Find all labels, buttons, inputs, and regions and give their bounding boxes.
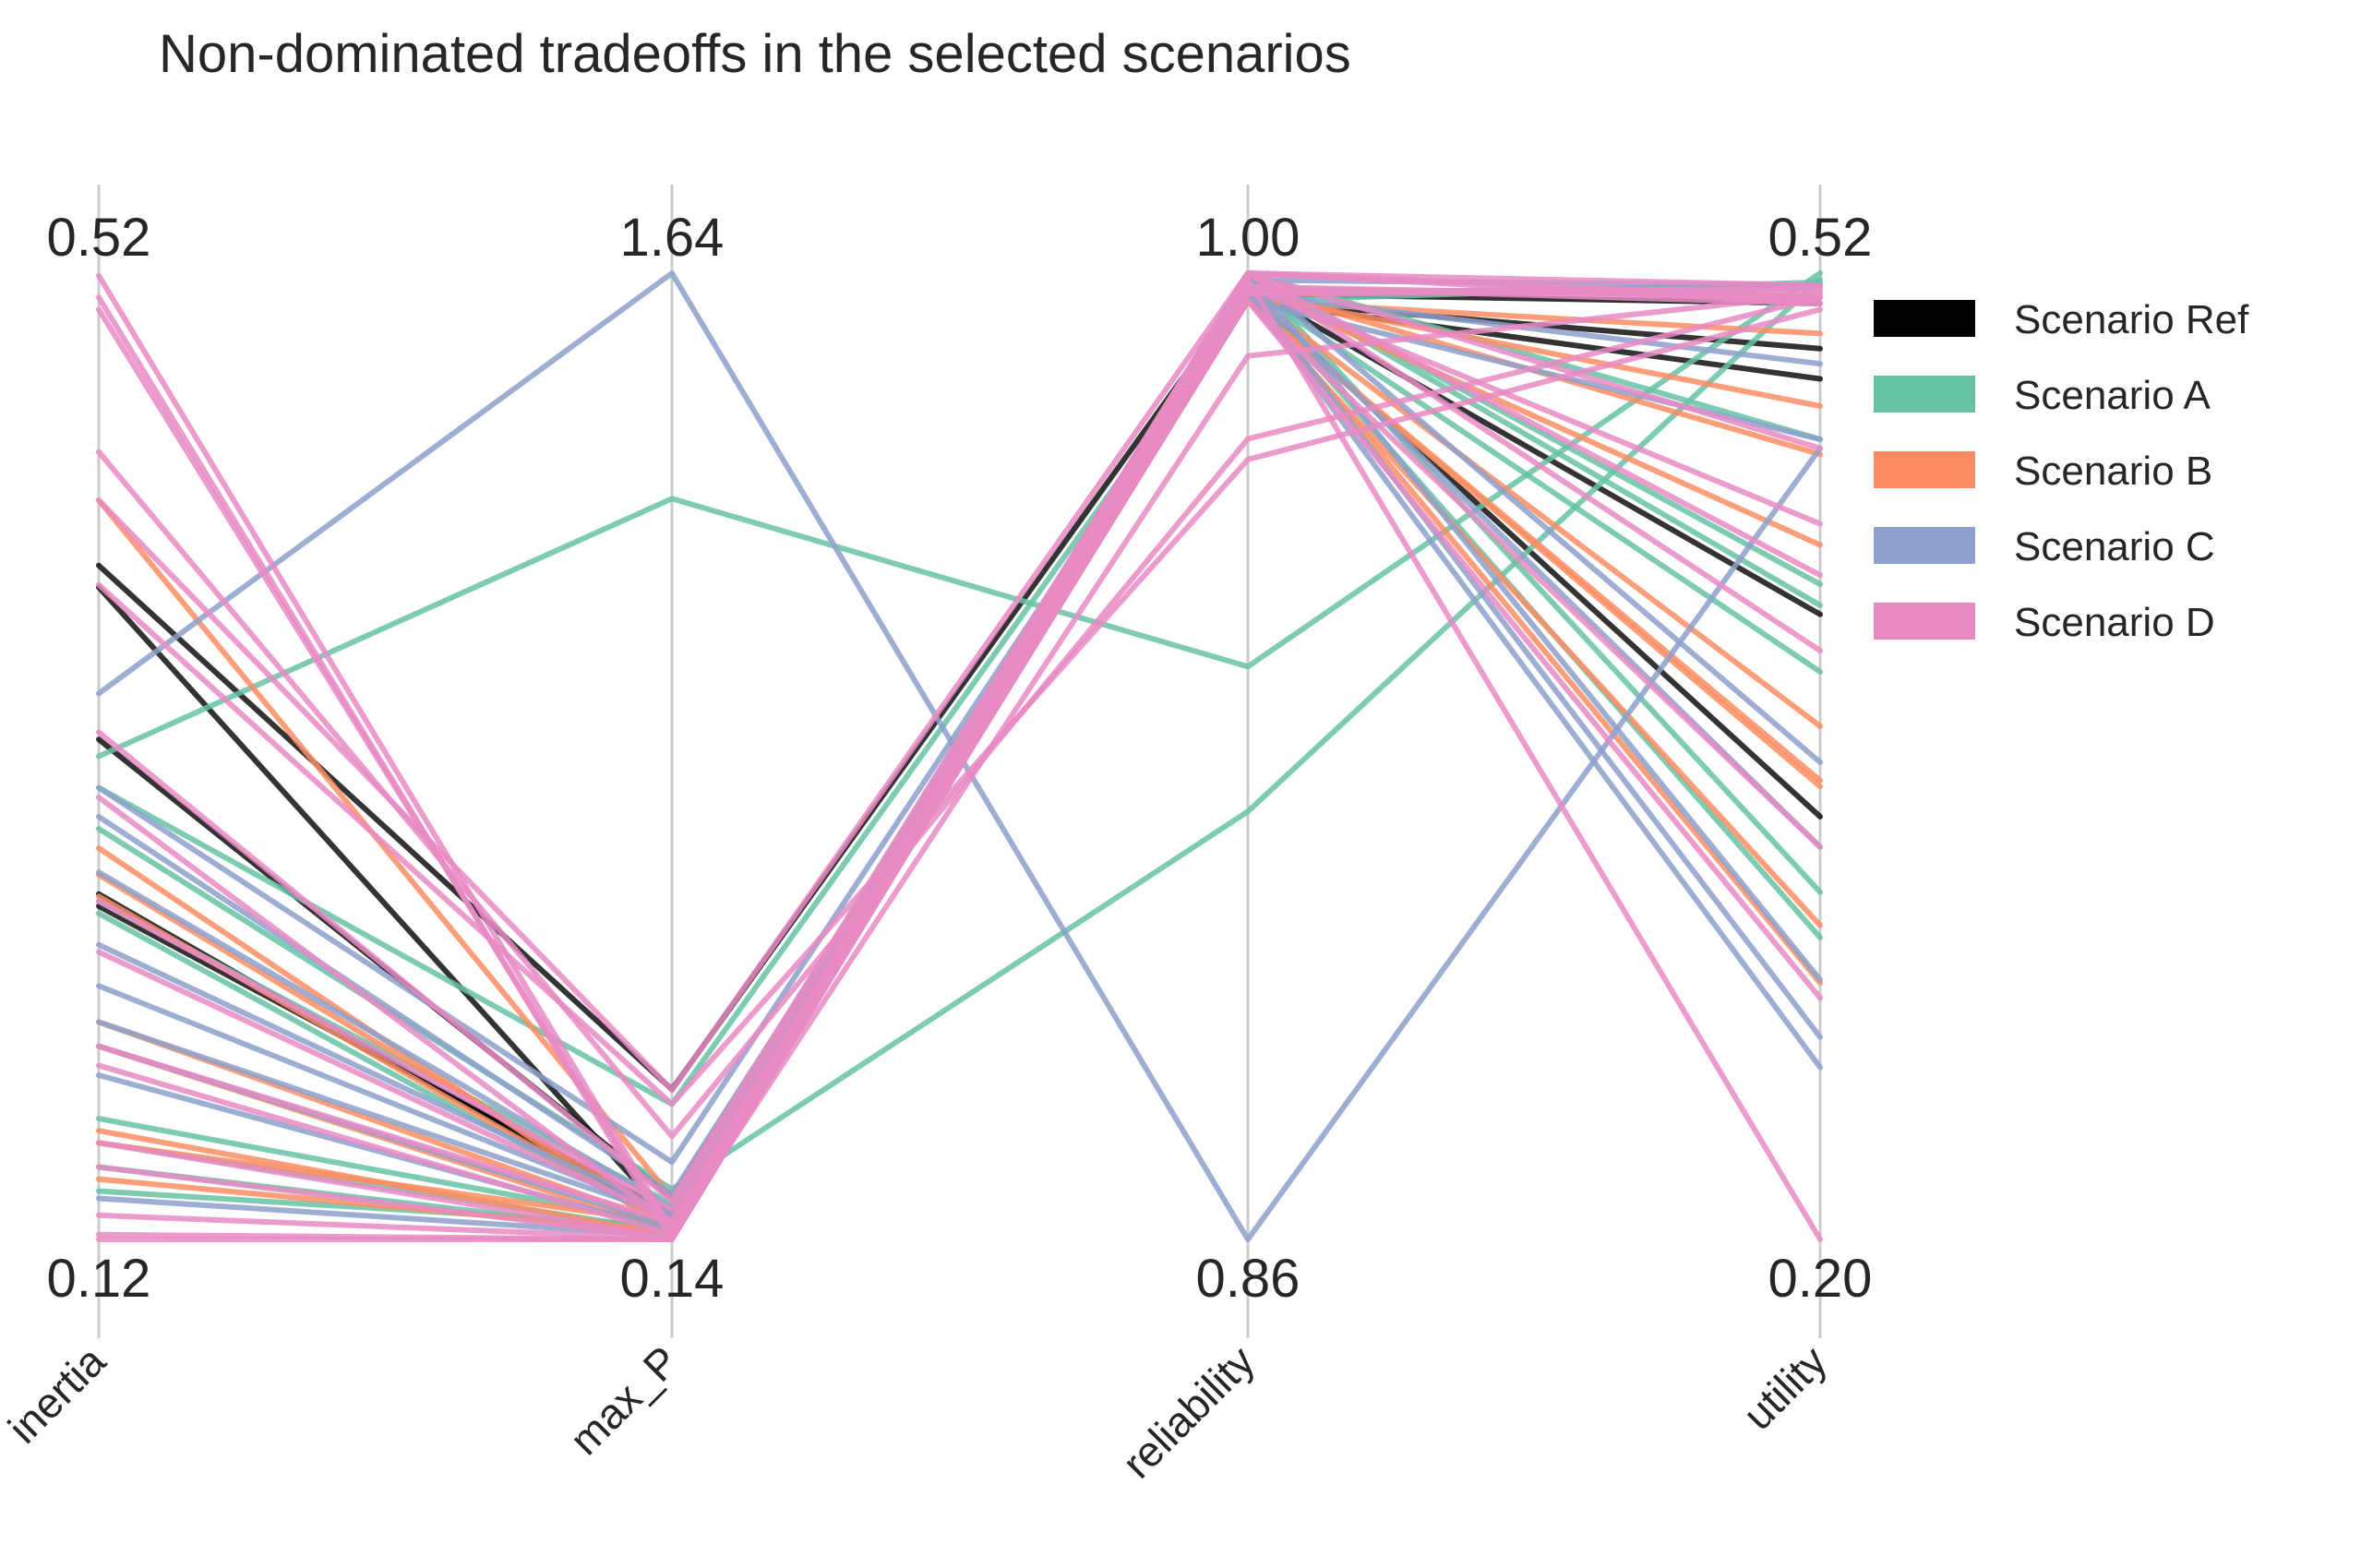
legend-swatch — [1874, 603, 1975, 640]
legend-label: Scenario D — [2014, 600, 2215, 645]
series-lines-layer — [96, 270, 1823, 1242]
legend-label: Scenario A — [2014, 373, 2211, 418]
axis-max-label: 1.64 — [620, 208, 725, 268]
axis-name-label: utility — [1733, 1336, 1836, 1439]
series-line — [96, 288, 1823, 1242]
axis-min-label: 0.12 — [47, 1249, 151, 1309]
legend: Scenario Ref Scenario A Scenario B Scenario… — [1874, 297, 2249, 645]
axis-min-label: 0.14 — [620, 1249, 725, 1309]
series-line — [96, 284, 1823, 1093]
axis-max-label: 0.52 — [1768, 208, 1873, 268]
axis-name-label: max_P — [560, 1336, 688, 1464]
legend-swatch — [1874, 300, 1975, 337]
series-line — [96, 270, 1823, 1094]
axis-labels-layer: 0.52 0.12 inertia 1.64 0.14 max_P 1.00 0.86 reli… — [0, 208, 1872, 1488]
axis-name-label: inertia — [0, 1336, 114, 1453]
series-line — [96, 270, 1823, 1213]
series-group — [96, 270, 1823, 1242]
series-line — [96, 291, 1823, 1236]
chart-title: Non-dominated tradeoffs in the selected … — [159, 24, 1351, 84]
axis-min-label: 0.20 — [1768, 1249, 1873, 1309]
series-line — [96, 270, 1823, 1241]
series-line — [96, 306, 1823, 1107]
axis-min-label: 0.86 — [1196, 1249, 1300, 1309]
legend-swatch — [1874, 451, 1975, 488]
axis-max-label: 0.52 — [47, 208, 151, 268]
legend-label: Scenario Ref — [2014, 297, 2249, 342]
series-line — [96, 270, 1823, 760]
axis-name-label: reliability — [1113, 1336, 1264, 1487]
legend-label: Scenario B — [2014, 449, 2212, 494]
legend-label: Scenario C — [2014, 524, 2215, 569]
legend-swatch — [1874, 376, 1975, 413]
axis-max-label: 1.00 — [1196, 208, 1300, 268]
legend-swatch — [1874, 527, 1975, 564]
